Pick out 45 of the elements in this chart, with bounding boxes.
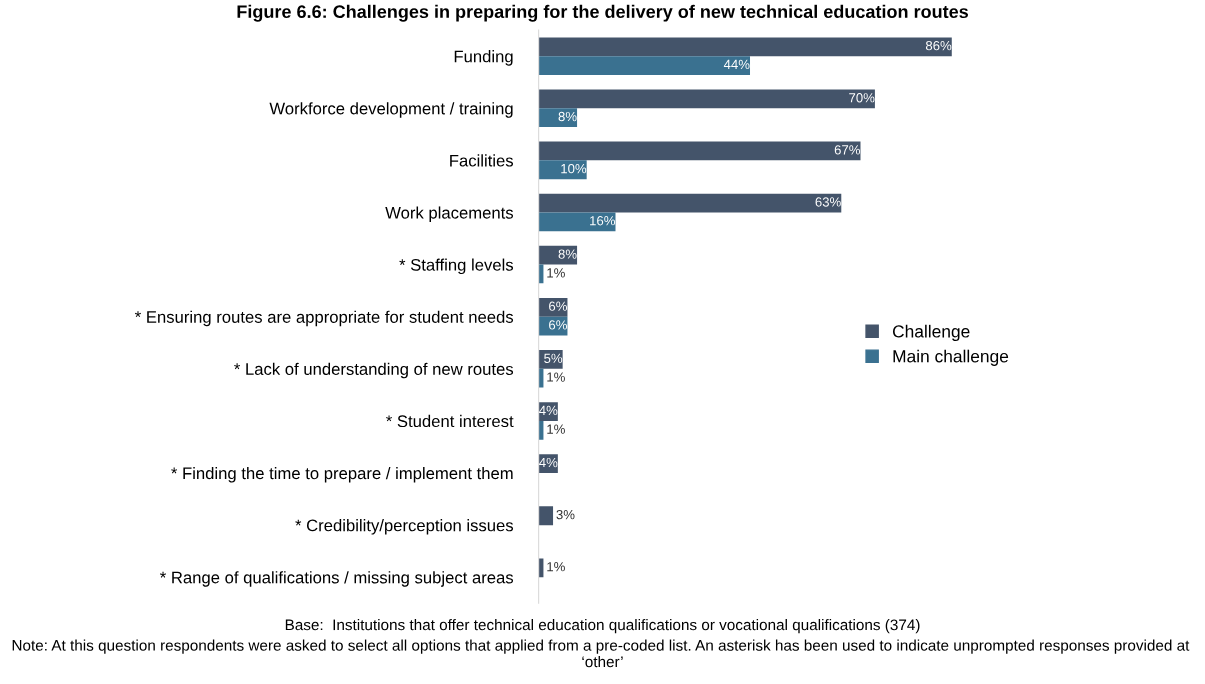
data-label: 86% [925,40,952,51]
data-label: 67% [834,145,861,155]
y-tick-label: * Student interest [386,414,514,428]
y-tick-label: * Lack of understanding of new routes [234,362,514,379]
data-label: 4% [539,457,558,468]
data-label: 1% [547,268,565,278]
data-label: 8% [558,249,577,259]
bar [538,108,578,128]
bar [538,506,554,526]
data-label: 1% [547,372,565,382]
bar [538,212,616,232]
bar [538,141,861,161]
data-label: 5% [544,353,563,363]
y-tick-label: * Range of qualifications / missing subject areas [160,571,514,587]
bar [538,193,842,213]
bar [538,56,751,75]
text: Base: Institutions that offer technical education qualifications or vocational qualifications (374) [285,619,920,634]
y-tick-label: Work placements [385,206,514,222]
bar [538,89,875,109]
y-tick-label: Funding [454,50,513,66]
bar [538,245,578,265]
bar [538,37,952,57]
data-label: 8% [558,111,577,122]
data-label: 1% [547,424,565,434]
y-tick-label: Facilities [450,154,514,167]
legend-label: Main challenge [893,349,1009,366]
data-label: 63% [815,197,841,207]
y-tick-label: Workforce development / training [269,102,513,118]
y-tick-label: * Finding the time to prepare / implement them [171,466,513,483]
text: Note: At this question respondents were asked to select all options that applied from a pre-coded list. An asterisk has been used to indicate unprompted responses provided at ‘other’ [12,639,1190,668]
data-label: 10% [561,163,587,174]
data-label: 3% [556,509,575,520]
data-label: 6% [549,320,567,330]
y-tick-label: * Credibility/perception issues [295,519,514,535]
chart-title: Figure 6.6: Challenges in preparing for the delivery of new technical education routes [237,4,968,22]
data-label: 4% [539,405,558,416]
legend-label: Challenge [892,324,970,342]
data-label: 1% [547,562,565,572]
bar [538,160,587,180]
y-tick-label: * Staffing levels [399,258,514,275]
y-tick-label: * Ensuring routes are appropriate for student needs [134,310,514,327]
data-label: 16% [590,216,616,226]
data-label: 44% [723,59,750,70]
data-label: 6% [549,301,567,311]
data-label: 70% [849,93,875,103]
